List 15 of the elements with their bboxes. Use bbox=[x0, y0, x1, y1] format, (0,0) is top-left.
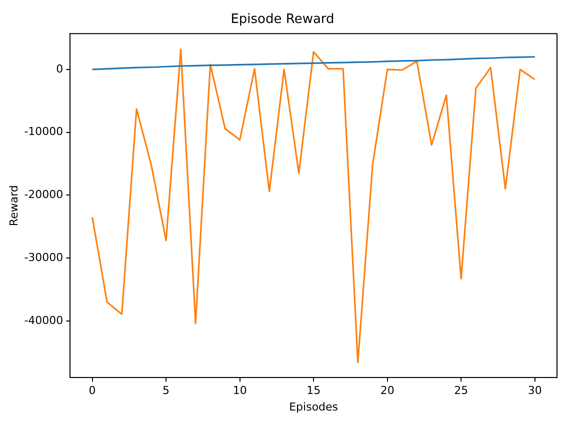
y-tick-label: 0 bbox=[56, 62, 64, 76]
x-tick-label: 30 bbox=[528, 384, 542, 398]
y-tick-label: -40000 bbox=[24, 314, 64, 327]
x-tick-label: 25 bbox=[454, 384, 468, 398]
y-tick-label: -20000 bbox=[24, 188, 64, 202]
x-axis-title: Episodes bbox=[289, 400, 338, 414]
y-axis-title: Reward bbox=[7, 185, 20, 226]
x-tick-label: 0 bbox=[88, 384, 96, 398]
x-tick-label: 10 bbox=[232, 384, 247, 398]
x-tick-label: 5 bbox=[162, 384, 170, 398]
x-tick-label: 20 bbox=[380, 384, 394, 398]
y-tick-label: -10000 bbox=[24, 125, 64, 138]
x-tick-label: 15 bbox=[306, 384, 321, 398]
chart-title: Episode Reward bbox=[230, 12, 334, 28]
y-tick-label: -30000 bbox=[24, 250, 64, 264]
